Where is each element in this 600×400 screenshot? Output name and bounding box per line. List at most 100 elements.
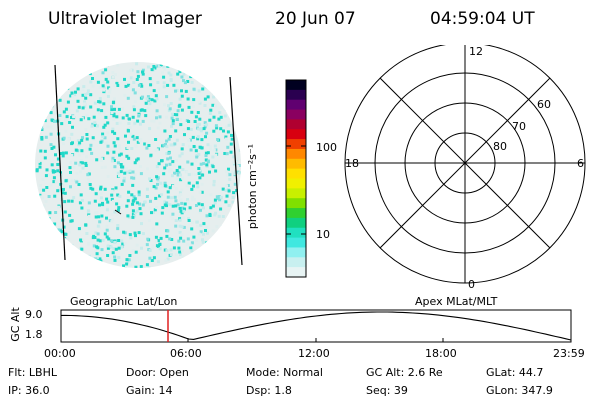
uv-speckle [56,157,60,161]
uv-speckle [156,81,160,84]
uv-speckle [134,234,137,238]
uv-speckle [43,149,47,153]
uv-speckle [102,116,106,120]
uv-speckle [89,105,93,109]
uv-speckle [77,260,81,263]
uv-speckle [227,123,231,127]
uv-speckle [91,263,95,267]
uv-speckle [139,83,143,87]
uv-speckle [187,173,191,177]
uv-speckle [106,121,110,125]
uv-speckle [81,93,85,97]
uv-speckle [71,141,74,145]
uv-speckle [106,254,110,257]
uv-speckle [110,108,114,112]
uv-speckle [171,184,175,188]
uv-speckle [212,115,216,119]
uv-speckle [163,248,167,252]
uv-speckle [67,244,71,248]
uv-speckle [182,239,186,243]
uv-speckle [84,69,88,73]
colorbar-tick-10: 10 [316,228,330,241]
uv-speckle [36,121,40,124]
uv-speckle [39,188,43,192]
uv-speckle [182,216,186,220]
uv-speckle [213,73,217,76]
uv-speckle [70,91,74,95]
uv-speckle [156,126,160,130]
uv-speckle [213,201,217,205]
uv-speckle [139,172,143,176]
uv-speckle [60,244,63,248]
uv-speckle [70,178,74,182]
uv-speckle [139,212,143,216]
uv-speckle [240,191,241,195]
uv-speckle [178,191,182,195]
uv-speckle [155,116,158,120]
uv-speckle [178,118,182,122]
uv-speckle [133,100,137,104]
uv-speckle [140,222,143,226]
uv-speckle [213,198,217,202]
uv-speckle [74,90,77,94]
uv-speckle [79,118,83,122]
uv-speckle [187,181,191,185]
uv-speckle [194,65,198,69]
uv-speckle [188,243,192,247]
uv-speckle [198,261,202,265]
uv-speckle [235,230,239,234]
uv-speckle [56,62,60,66]
uv-speckle [211,67,215,71]
uv-speckle [94,215,98,219]
uv-speckle [208,250,212,254]
uv-speckle [177,67,181,71]
uv-speckle [175,169,179,172]
uv-speckle [212,243,216,247]
uv-speckle [196,224,200,228]
uv-speckle [58,252,62,256]
uv-speckle [197,127,201,131]
uv-speckle [179,198,183,202]
uv-speckle [220,86,224,90]
uv-speckle [59,152,63,155]
uv-speckle [38,165,42,169]
uv-speckle [148,127,152,131]
uv-speckle [205,131,209,135]
uv-speckle [215,224,219,228]
uv-speckle [81,266,84,268]
uv-speckle [217,267,221,268]
uv-speckle [232,191,236,195]
uv-speckle [87,261,91,265]
uv-speckle [43,259,47,263]
uv-speckle [85,133,89,136]
mlt-label-0: 0 [468,278,475,291]
uv-speckle [96,238,100,242]
uv-speckle [70,116,73,119]
uv-speckle [178,206,182,210]
uv-speckle [111,75,115,79]
orbit-altitude-plot [60,309,572,343]
uv-speckle [103,232,107,236]
uv-speckle [101,84,105,88]
uv-speckle [152,256,156,260]
uv-speckle [190,172,194,176]
uv-speckle [151,210,155,214]
uv-speckle [189,75,193,79]
uv-speckle [219,127,223,131]
uv-speckle [228,121,232,125]
uv-speckle [181,249,185,252]
uv-speckle [62,77,65,81]
uv-speckle [155,165,159,168]
uv-speckle [208,118,212,122]
uv-speckle [186,259,190,263]
uv-speckle [102,86,106,90]
uv-speckle [58,98,62,102]
uv-speckle [50,147,54,150]
uv-speckle [61,191,65,195]
uv-speckle [234,115,238,118]
uv-speckle [128,233,132,237]
status-gc-alt: GC Alt: 2.6 Re [366,366,443,379]
uv-speckle [120,182,124,186]
uv-speckle [106,200,110,204]
uv-speckle [94,249,98,253]
